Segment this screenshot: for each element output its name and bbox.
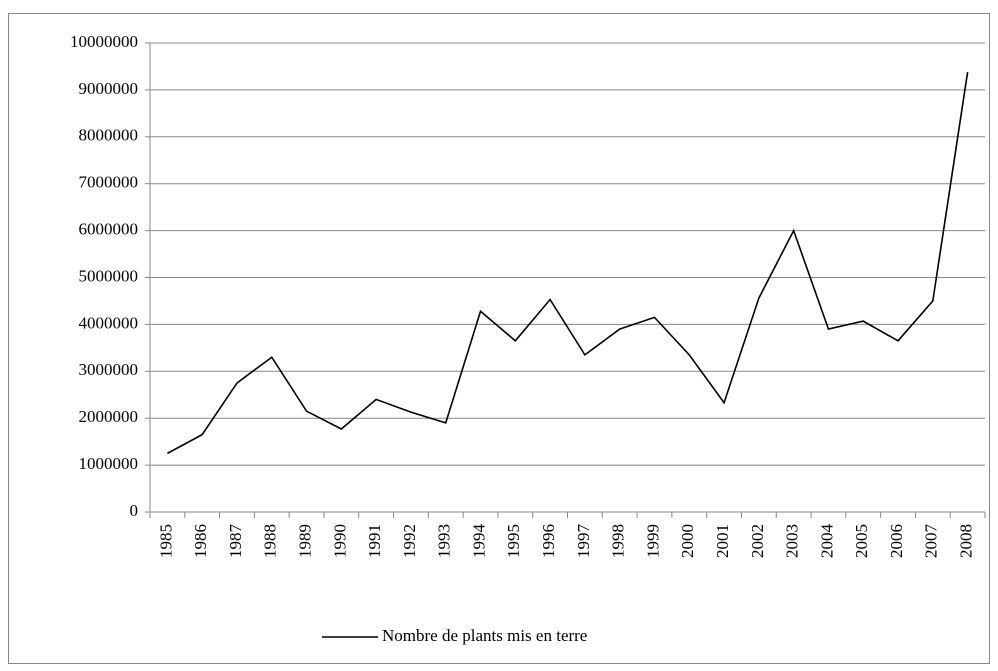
x-tick-label: 2007 [922, 524, 941, 559]
x-tick-label: 1992 [400, 524, 419, 558]
y-tick-label: 9000000 [79, 79, 139, 98]
data-line [167, 71, 969, 455]
y-tick-label: 10000000 [70, 32, 138, 51]
x-tick-label: 2005 [852, 524, 871, 558]
x-tick-label: 1987 [226, 524, 245, 559]
x-tick-label: 1996 [539, 524, 558, 558]
x-tick-label: 2001 [713, 524, 732, 558]
y-tick-label: 7000000 [79, 173, 139, 192]
x-tick-label: 2000 [678, 524, 697, 558]
x-tick-label: 1989 [295, 524, 314, 558]
x-tick-label: 2006 [887, 524, 906, 558]
x-tick-label: 1993 [435, 524, 454, 558]
x-tick-label: 1999 [643, 524, 662, 558]
x-tick-label: 1990 [330, 524, 349, 558]
y-tick-label: 1000000 [79, 454, 139, 473]
x-tick-label: 1995 [504, 524, 523, 558]
y-tick-label: 5000000 [79, 266, 139, 285]
chart-frame [8, 13, 990, 664]
x-tick-label: 2003 [783, 524, 802, 558]
x-tick-label: 2002 [748, 524, 767, 558]
y-tick-label: 0 [130, 501, 139, 520]
y-tick-label: 8000000 [79, 126, 139, 145]
y-tick-label: 2000000 [79, 407, 139, 426]
x-tick-label: 1998 [609, 524, 628, 558]
y-tick-label: 6000000 [79, 220, 139, 239]
x-tick-label: 1997 [574, 524, 593, 559]
x-tick-label: 2004 [817, 524, 836, 559]
y-tick-label: 3000000 [79, 360, 139, 379]
x-tick-label: 1994 [469, 524, 488, 559]
x-tick-label: 1986 [191, 524, 210, 558]
x-tick-label: 2008 [957, 524, 976, 558]
x-tick-label: 1985 [156, 524, 175, 558]
x-tick-label: 1991 [365, 524, 384, 558]
legend-label: Nombre de plants mis en terre [382, 626, 587, 645]
y-tick-label: 4000000 [79, 313, 139, 332]
x-tick-label: 1988 [261, 524, 280, 558]
